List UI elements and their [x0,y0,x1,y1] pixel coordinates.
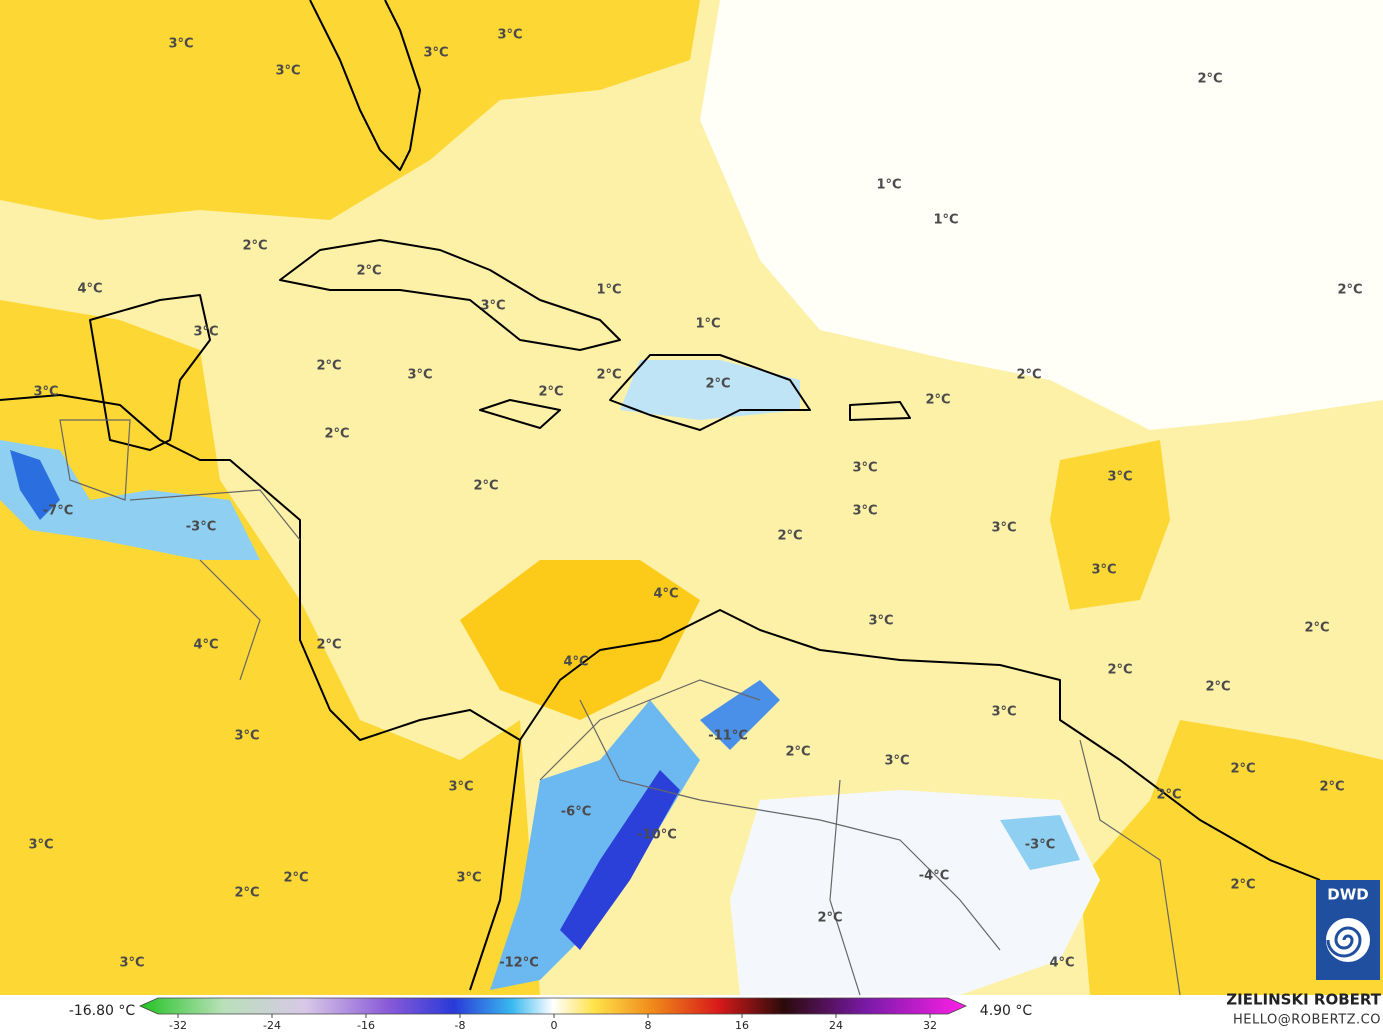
colorbar-min: -16.80 °C [69,1003,136,1019]
colorbar-gradient [139,997,967,1015]
temp-label: 2°C [283,871,308,886]
colorbar-tick-label: 16 [735,1019,749,1032]
temp-label: 3°C [868,614,893,629]
temp-label: 2°C [316,638,341,653]
temp-label: 2°C [596,368,621,383]
colorbar: -16.80 °C 4.90 °C -32 -24 -16 -8 0 8 16 24 32 [69,997,1033,1032]
colorbar-tick-label: 32 [923,1019,937,1032]
temp-label: 3°C [991,521,1016,536]
temp-label: 3°C [1091,563,1116,578]
temp-label: 3°C [234,729,259,744]
temp-label: 2°C [785,745,810,760]
colorbar-tick-label: 0 [551,1019,558,1032]
temp-label: 3°C [480,299,505,314]
colorbar-tick-label: -24 [263,1019,281,1032]
temp-label: 2°C [1337,283,1362,298]
temp-label: 3°C [497,28,522,43]
temp-label: -3°C [1025,838,1055,853]
temp-label: 3°C [407,368,432,383]
temp-label: 4°C [77,282,102,297]
temp-label: 3°C [456,871,481,886]
colorbar-tick-label: -16 [357,1019,375,1032]
colorbar-tick-label: -8 [455,1019,466,1032]
temp-label: 1°C [933,213,958,228]
temp-label: 2°C [316,359,341,374]
colorbar-tick-label: 8 [645,1019,652,1032]
temp-label: 3°C [448,780,473,795]
temp-label: -7°C [43,504,73,519]
credit-contact: HELLO@ROBERTZ.CO [1233,1013,1381,1028]
temp-label: 1°C [876,178,901,193]
temp-label: 1°C [695,317,720,332]
temp-label: 2°C [1304,621,1329,636]
colorbar-tick-label: 24 [829,1019,843,1032]
temp-label: 2°C [324,427,349,442]
temp-label: 2°C [1319,780,1344,795]
temp-label: 2°C [1107,663,1132,678]
temp-label: 2°C [925,393,950,408]
temp-label: 2°C [1156,788,1181,803]
temp-label: 2°C [777,529,802,544]
temp-label: 4°C [653,587,678,602]
temp-label: 3°C [1107,470,1132,485]
temp-label: 2°C [705,377,730,392]
temp-label: 3°C [193,325,218,340]
temp-label: 3°C [119,956,144,971]
temp-label: 3°C [33,385,58,400]
temp-label: 2°C [234,886,259,901]
temp-label: -4°C [919,869,949,884]
temp-label: 2°C [538,385,563,400]
temp-label: 3°C [28,838,53,853]
temp-label: 3°C [852,504,877,519]
temp-label: 4°C [1049,956,1074,971]
temp-label: 2°C [1197,72,1222,87]
logo: DWD [1316,880,1380,980]
temp-label: -3°C [186,520,216,535]
coastlines [0,0,1321,991]
temp-label: 4°C [563,655,588,670]
temp-label: 2°C [1205,680,1230,695]
temp-label: 3°C [275,64,300,79]
map-fill [0,0,1383,995]
temp-label: 2°C [473,479,498,494]
temp-label: 2°C [817,911,842,926]
temp-label: 2°C [1230,878,1255,893]
temp-label: 2°C [1230,762,1255,777]
temp-label: -10°C [637,828,677,843]
temp-label: 3°C [884,754,909,769]
temp-label: 3°C [423,46,448,61]
temp-label: 2°C [356,264,381,279]
temp-label: -6°C [561,805,591,820]
colorbar-tick-label: -32 [169,1019,187,1032]
temp-label: -12°C [499,956,539,971]
temp-label: 4°C [193,638,218,653]
temp-label: 1°C [596,283,621,298]
temp-label: 3°C [168,37,193,52]
credit-name: ZIELINSKI ROBERT [1226,991,1381,1009]
logo-text: DWD [1327,886,1368,904]
temp-label: 2°C [242,239,267,254]
temp-label: 2°C [1016,368,1041,383]
colorbar-max: 4.90 °C [980,1003,1033,1019]
temp-label: 3°C [852,461,877,476]
temp-label: 3°C [991,705,1016,720]
map-labels: 3°C 3°C 3°C 3°C 2°C 1°C 1°C 2°C 2°C 4°C 3°C 1°C 1°C 2… [28,28,1362,971]
borders [59,419,1181,996]
temp-label: -11°C [708,729,748,744]
